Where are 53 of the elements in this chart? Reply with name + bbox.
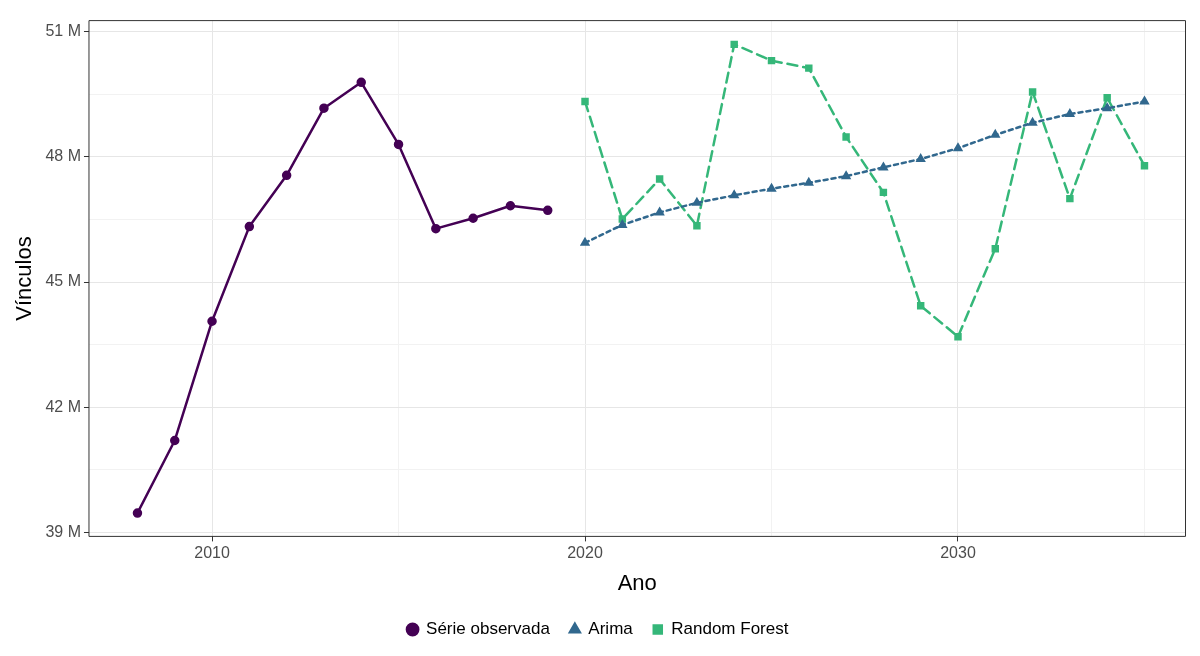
x-axis-title: Ano [617, 569, 657, 595]
point [805, 64, 813, 72]
y-tick-label: 51 M [45, 22, 81, 40]
point [916, 302, 925, 310]
point [1140, 96, 1149, 105]
point [730, 40, 738, 49]
point [281, 170, 292, 181]
point [1065, 109, 1075, 117]
point [729, 190, 739, 199]
point [655, 175, 664, 183]
point [1140, 161, 1149, 170]
point [953, 143, 963, 152]
y-tick-label: 45 M [45, 272, 81, 290]
point [542, 205, 553, 216]
point [841, 171, 851, 180]
point [580, 238, 590, 246]
point [618, 220, 627, 228]
x-tick-label: 2010 [194, 544, 230, 562]
point [842, 133, 850, 141]
point [767, 56, 776, 65]
y-tick-label: 39 M [45, 522, 81, 540]
point [393, 139, 404, 150]
point [581, 97, 589, 106]
legend-label: Arima [588, 619, 634, 639]
point [1028, 88, 1037, 96]
point [693, 222, 701, 230]
point [1066, 194, 1074, 203]
point [618, 215, 627, 223]
y-tick-label: 48 M [45, 147, 81, 165]
point [319, 103, 329, 113]
point [468, 213, 478, 223]
point [879, 188, 888, 197]
point [356, 77, 366, 88]
point [170, 435, 180, 446]
point [1102, 103, 1112, 112]
legend-label: Random Forest [671, 619, 789, 639]
point [244, 221, 255, 232]
point [879, 162, 888, 171]
point [954, 332, 962, 341]
point [505, 200, 516, 211]
point [767, 183, 776, 192]
y-tick-label: 42 M [45, 397, 81, 415]
point [991, 244, 1000, 253]
point [431, 223, 441, 234]
x-tick-label: 2020 [567, 544, 603, 562]
y-axis-title: Vínculos [11, 236, 37, 321]
point [132, 508, 143, 518]
point [1103, 94, 1111, 102]
legend-label: Série observada [426, 619, 551, 639]
point [207, 316, 217, 326]
point [655, 207, 664, 216]
point [916, 154, 925, 163]
x-tick-label: 2030 [940, 544, 976, 562]
